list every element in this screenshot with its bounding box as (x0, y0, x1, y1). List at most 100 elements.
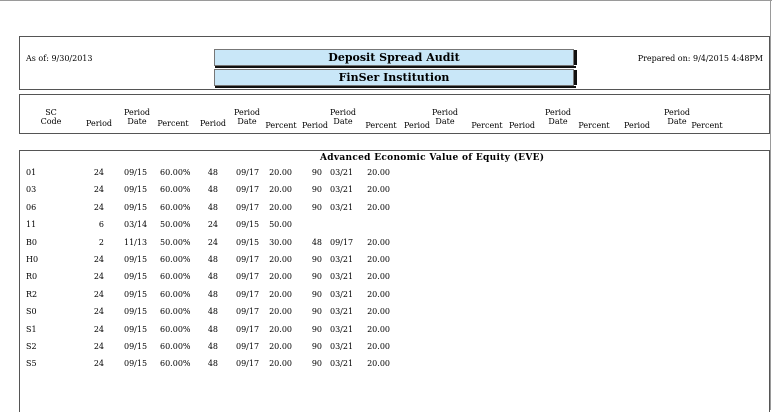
cell-pc3: 20.00 (367, 255, 390, 264)
cell-d2: 09/17 (236, 289, 260, 299)
column-header: SC Code Period Period Date Percent Perio… (19, 94, 770, 134)
cell-d2: 09/17 (236, 168, 260, 177)
cell-p2: 48 (207, 307, 218, 317)
cell-d3: 03/21 (330, 202, 354, 212)
cell-pc1: 60.00% (160, 359, 191, 369)
prepared-on: Prepared on: 9/4/2015 4:48PM (637, 54, 763, 63)
cell-p1: 6 (98, 220, 104, 230)
col-date-label: Date (333, 117, 353, 126)
cell-p1: 24 (93, 307, 104, 317)
cell-d1: 11/13 (124, 237, 148, 247)
cell-pc3: 20.00 (367, 185, 390, 195)
cell-pc3: 20.00 (367, 289, 390, 299)
cell-pc3: 20.00 (367, 272, 390, 282)
cell-pc3: 20.00 (367, 324, 390, 334)
col-period-6: Period (623, 121, 651, 130)
page-top-border (0, 0, 772, 1)
cell-d3: 03/21 (330, 185, 354, 195)
cell-pc2: 30.00 (269, 237, 292, 247)
col-period-2: Period (199, 119, 227, 128)
cell-pc2: 20.00 (269, 185, 292, 195)
cell-pc3: 20.00 (367, 168, 390, 177)
cell-d1: 09/15 (124, 359, 148, 369)
col-period-date-label: Period (233, 108, 261, 117)
cell-p3: 90 (311, 307, 322, 317)
cell-code: 11 (26, 220, 37, 230)
col-date-label: Date (127, 117, 147, 126)
cell-pc2: 20.00 (269, 202, 292, 212)
cell-d1: 09/15 (124, 289, 148, 299)
cell-p3: 90 (311, 185, 322, 195)
cell-d3: 03/21 (330, 255, 354, 264)
section-title: Advanced Economic Value of Equity (EVE) (320, 153, 545, 163)
col-date-label: Date (667, 117, 687, 126)
cell-d2: 09/17 (236, 272, 260, 282)
report-body: Advanced Economic Value of Equity (EVE) … (19, 150, 770, 412)
cell-pc3: 20.00 (367, 359, 390, 369)
cell-code: S0 (26, 307, 37, 317)
cell-code: R2 (26, 289, 38, 299)
col-period-date-4: Period Date (428, 108, 462, 126)
cell-pc2: 20.00 (269, 324, 292, 334)
cell-d3: 03/21 (330, 307, 354, 317)
col-period-date-5: Period Date (541, 108, 575, 126)
cell-p1: 24 (93, 168, 104, 177)
col-sc-code: SC Code (36, 108, 66, 126)
col-period-1: Period (85, 119, 113, 128)
col-period-date-label: Period (544, 108, 572, 117)
col-code-label: Code (40, 117, 62, 126)
col-period-date-label: Period (123, 108, 151, 117)
cell-d1: 09/15 (124, 185, 148, 195)
col-period-date-label: Period (663, 108, 691, 117)
institution-name: FinSer Institution (214, 69, 577, 88)
cell-d3: 03/21 (330, 289, 354, 299)
table-row: 11 6 03/14 50.00% 24 09/15 50.00 (20, 217, 769, 234)
cell-p1: 24 (93, 272, 104, 282)
cell-p3: 90 (311, 324, 322, 334)
cell-p1: 24 (93, 342, 104, 351)
cell-p2: 48 (207, 342, 218, 351)
cell-d1: 09/15 (124, 202, 148, 212)
cell-d2: 09/17 (236, 202, 260, 212)
cell-pc3: 20.00 (367, 202, 390, 212)
table-row: S5 24 09/15 60.00% 48 09/17 20.00 90 03/21 20.00 (20, 356, 769, 373)
cell-code: 06 (26, 202, 37, 212)
cell-p2: 24 (207, 237, 218, 247)
cell-p2: 48 (207, 168, 218, 177)
cell-pc1: 60.00% (160, 324, 191, 334)
col-period-5: Period (508, 121, 536, 130)
table-row: B0 2 11/13 50.00% 24 09/15 30.00 48 09/17 20.00 (20, 235, 769, 252)
col-percent-2: Percent (265, 121, 297, 130)
cell-p2: 48 (207, 324, 218, 334)
cell-p1: 24 (93, 202, 104, 212)
cell-pc1: 60.00% (160, 185, 191, 195)
cell-p2: 48 (207, 289, 218, 299)
cell-code: 03 (26, 185, 37, 195)
cell-d3: 03/21 (330, 359, 354, 369)
cell-d2: 09/17 (236, 324, 260, 334)
cell-d2: 09/17 (236, 255, 260, 264)
col-period-date-3: Period Date (326, 108, 360, 126)
cell-d1: 03/14 (124, 220, 148, 230)
cell-d3: 09/17 (330, 237, 354, 247)
col-period-date-2: Period Date (230, 108, 264, 126)
cell-pc2: 20.00 (269, 168, 292, 177)
col-date-label: Date (237, 117, 257, 126)
cell-d1: 09/15 (124, 255, 148, 264)
cell-p3: 90 (311, 202, 322, 212)
cell-d3: 03/21 (330, 342, 354, 351)
table-row: 03 24 09/15 60.00% 48 09/17 20.00 90 03/21 20.00 (20, 182, 769, 199)
col-period-date-6: Period Date (660, 108, 694, 126)
cell-pc1: 60.00% (160, 289, 191, 299)
cell-d1: 09/15 (124, 324, 148, 334)
cell-pc3: 20.00 (367, 237, 390, 247)
cell-pc1: 60.00% (160, 255, 191, 264)
cell-d1: 09/15 (124, 168, 148, 177)
table-row: H0 24 09/15 60.00% 48 09/17 20.00 90 03/21 20.00 (20, 252, 769, 269)
cell-d2: 09/17 (236, 342, 260, 351)
cell-d3: 03/21 (330, 272, 354, 282)
cell-p1: 24 (93, 324, 104, 334)
cell-p3: 48 (311, 237, 322, 247)
cell-code: R0 (26, 272, 38, 282)
table-row: R2 24 09/15 60.00% 48 09/17 20.00 90 03/21 20.00 (20, 287, 769, 304)
